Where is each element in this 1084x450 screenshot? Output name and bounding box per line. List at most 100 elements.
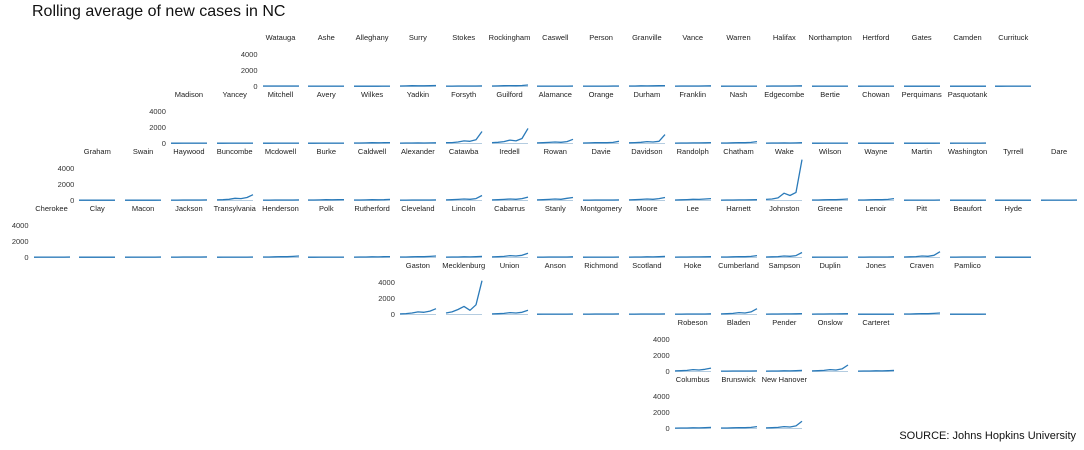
county-label: Chowan	[862, 90, 890, 99]
source-note: SOURCE: Johns Hopkins University	[899, 430, 1076, 442]
county-panel: Anson	[536, 261, 574, 317]
series-line	[720, 254, 757, 258]
county-sparkline	[216, 142, 253, 144]
county-sparkline	[766, 420, 803, 429]
county-panel: New Hanover	[762, 375, 807, 431]
county-sparkline	[445, 131, 483, 144]
county-sparkline	[857, 197, 894, 201]
county-sparkline	[857, 369, 894, 372]
county-label: Alexander	[401, 147, 435, 156]
county-panel: Cherokee	[33, 204, 71, 260]
county-sparkline	[537, 196, 574, 201]
county-panel: Yancey	[216, 90, 254, 146]
county-label: Iredell	[499, 147, 520, 156]
county-label: Beaufort	[953, 204, 982, 213]
county-sparkline	[308, 142, 345, 144]
series-line	[399, 255, 436, 258]
series-line	[491, 309, 528, 315]
county-label: Bertie	[820, 90, 840, 99]
county-label: Macon	[131, 204, 155, 213]
series-line	[491, 128, 529, 144]
county-label: Onslow	[817, 318, 843, 327]
county-label: Vance	[682, 33, 704, 42]
county-sparkline	[628, 255, 665, 258]
county-label: Caldwell	[357, 147, 387, 156]
county-sparkline	[262, 85, 299, 87]
county-panel: Cabarrus	[491, 204, 529, 260]
series-line	[537, 196, 574, 201]
county-sparkline	[766, 251, 803, 258]
county-sparkline	[583, 199, 620, 201]
county-panel: Washington	[948, 147, 987, 203]
county-panel: Transylvania	[214, 204, 256, 260]
county-label: Yadkin	[406, 90, 430, 99]
county-sparkline	[628, 134, 666, 144]
county-sparkline	[537, 85, 574, 87]
y-tick-label: 4000	[240, 50, 258, 59]
county-panel: Alleghany	[353, 33, 391, 89]
county-label: Wayne	[864, 147, 888, 156]
county-sparkline	[628, 313, 665, 315]
county-sparkline	[354, 141, 391, 144]
county-label: Franklin	[679, 90, 707, 99]
county-sparkline	[720, 254, 757, 258]
county-sparkline	[903, 199, 940, 201]
county-panel: Davie	[582, 147, 620, 203]
county-label: Pasquotank	[947, 90, 988, 99]
county-label: Ashe	[317, 33, 335, 42]
county-panel: Hertford	[857, 33, 895, 89]
county-sparkline	[354, 198, 391, 201]
county-panel: Burke	[307, 147, 345, 203]
county-sparkline	[445, 280, 483, 315]
county-panel: Mitchell	[262, 90, 300, 146]
county-panel: Lee	[674, 204, 712, 260]
county-label: Anson	[544, 261, 566, 270]
county-label: Catawba	[448, 147, 479, 156]
series-line	[674, 197, 711, 201]
county-label: Gaston	[405, 261, 430, 270]
county-panel: Bertie	[811, 90, 849, 146]
county-sparkline	[766, 142, 803, 144]
county-sparkline	[399, 255, 436, 258]
county-label: Watauga	[265, 33, 296, 42]
county-sparkline	[766, 312, 803, 315]
county-panel: Rowan	[536, 147, 574, 203]
county-panel: Jones	[857, 261, 895, 317]
county-label: Wilkes	[361, 90, 384, 99]
county-label: Cabarrus	[494, 204, 525, 213]
county-label: Randolph	[676, 147, 709, 156]
county-label: Columbus	[675, 375, 710, 384]
county-sparkline	[857, 256, 894, 258]
series-line	[583, 140, 620, 144]
county-panel: Pitt	[903, 204, 941, 260]
county-sparkline	[170, 256, 207, 258]
county-panel: Union	[491, 261, 529, 317]
county-panel: Columbus	[674, 375, 712, 431]
county-sparkline	[216, 194, 253, 201]
county-sparkline	[720, 85, 757, 87]
county-sparkline	[445, 194, 482, 201]
county-label: Pender	[772, 318, 797, 327]
series-line	[216, 194, 253, 201]
county-sparkline	[720, 140, 757, 144]
county-sparkline	[995, 85, 1032, 87]
county-label: Transylvania	[213, 204, 256, 213]
y-tick-label: 0	[161, 139, 166, 148]
county-label: Carteret	[862, 318, 890, 327]
county-label: Hoke	[683, 261, 702, 270]
county-sparkline	[674, 256, 711, 258]
series-line	[766, 420, 803, 429]
county-panel: Haywood	[170, 147, 208, 203]
county-panel: Yadkin	[399, 90, 437, 146]
county-sparkline	[995, 256, 1032, 258]
county-label: Burke	[316, 147, 337, 156]
county-sparkline	[674, 367, 711, 372]
county-panel: Stokes	[445, 33, 483, 89]
county-sparkline	[674, 85, 711, 87]
county-sparkline	[903, 312, 940, 315]
county-sparkline	[583, 85, 620, 87]
y-tick-label: 2000	[57, 180, 75, 189]
county-label: Lenoir	[865, 204, 887, 213]
county-sparkline	[812, 198, 849, 201]
